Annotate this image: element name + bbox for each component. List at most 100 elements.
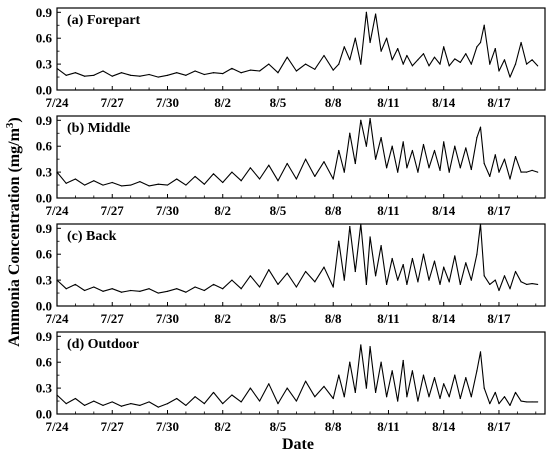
data-point	[476, 136, 478, 139]
data-point	[520, 41, 522, 44]
data-point	[360, 223, 362, 225]
data-point	[176, 178, 178, 180]
panel-1: 0.0 0.3 0.6 0.9 7/24 7/27 7/30 8/2 8/5 8/8 8/11 8/1…	[36, 113, 546, 218]
panel-3: 0.0 0.3 0.6 0.9 7/24 7/27 7/30 8/2 8/5 8/8 8/11 8/1…	[36, 329, 546, 434]
x-tick-label: 8/5	[270, 419, 287, 434]
data-point	[380, 244, 382, 247]
data-point	[194, 396, 196, 398]
data-point	[443, 46, 445, 48]
data-point	[439, 283, 441, 286]
data-point	[391, 257, 393, 260]
data-point	[525, 63, 528, 65]
x-tick-label: 7/27	[101, 311, 125, 326]
x-tick-label: 7/30	[156, 95, 179, 110]
data-point	[332, 397, 334, 400]
data-point	[332, 286, 334, 288]
data-point	[537, 171, 539, 173]
data-point	[411, 149, 414, 152]
plot-frame	[56, 115, 546, 199]
data-point	[448, 281, 450, 283]
data-point	[111, 181, 113, 184]
data-point	[222, 403, 224, 405]
data-point	[386, 167, 388, 169]
data-point	[102, 184, 104, 186]
data-point	[166, 290, 169, 292]
y-tick-label: 0.6	[36, 139, 53, 154]
data-point	[354, 391, 356, 394]
data-point	[428, 167, 430, 169]
data-point	[277, 283, 279, 286]
x-tick-label: 8/8	[325, 311, 342, 326]
data-point	[459, 61, 461, 63]
data-point	[369, 117, 371, 120]
data-point	[386, 396, 388, 398]
data-point	[374, 13, 377, 15]
data-point	[249, 275, 251, 277]
data-point	[268, 63, 270, 65]
data-point	[465, 377, 467, 379]
data-point	[120, 291, 123, 293]
data-point	[479, 126, 482, 128]
data-point	[212, 391, 215, 394]
data-point	[509, 76, 511, 78]
y-tick-label: 0.6	[36, 355, 53, 370]
x-tick-label: 7/24	[45, 311, 69, 326]
data-point	[332, 178, 334, 180]
data-point	[185, 74, 187, 76]
data-point	[525, 401, 528, 403]
data-point	[240, 401, 242, 403]
data-point	[411, 370, 414, 372]
data-point	[56, 171, 58, 173]
data-point	[93, 180, 95, 182]
panel-title: (b) Middle	[67, 121, 130, 136]
data-point	[520, 171, 522, 173]
data-point	[84, 184, 86, 186]
data-point	[470, 63, 472, 65]
series-line	[56, 344, 538, 408]
data-point	[439, 169, 441, 171]
y-tick-label: 0.9	[36, 329, 53, 344]
data-point	[258, 286, 261, 288]
data-point	[268, 269, 270, 271]
data-point	[305, 63, 307, 65]
data-point	[148, 401, 150, 403]
data-point	[139, 404, 141, 406]
data-point	[406, 396, 408, 398]
data-point	[411, 65, 414, 67]
data-point	[139, 75, 141, 77]
data-point	[338, 63, 340, 65]
data-point	[212, 283, 215, 286]
y-axis-title-superscript: 3	[4, 122, 16, 128]
data-point	[417, 171, 419, 173]
data-point	[483, 275, 485, 277]
x-tick-label: 8/17	[487, 311, 511, 326]
data-point	[203, 73, 205, 76]
data-point	[354, 37, 356, 39]
data-point	[422, 253, 425, 255]
data-point	[369, 236, 371, 238]
y-tick-label: 0.0	[36, 83, 52, 98]
x-tick-label: 7/24	[45, 203, 69, 218]
y-tick-label: 0.3	[36, 273, 53, 288]
data-point	[286, 162, 288, 165]
data-point	[397, 171, 399, 173]
data-point	[130, 289, 132, 292]
data-point	[194, 286, 196, 288]
data-point	[249, 167, 251, 169]
data-point	[185, 291, 187, 293]
data-point	[391, 370, 393, 372]
data-point	[157, 183, 159, 185]
data-point	[203, 183, 205, 185]
data-point	[498, 171, 500, 173]
data-point	[258, 178, 261, 180]
data-point	[176, 288, 178, 290]
data-point	[365, 145, 367, 147]
data-point	[406, 167, 408, 169]
data-point	[111, 75, 113, 77]
data-point	[349, 59, 351, 61]
data-point	[454, 374, 456, 376]
data-point	[459, 397, 461, 400]
data-point	[130, 403, 132, 405]
x-tick-label: 8/14	[432, 95, 456, 110]
